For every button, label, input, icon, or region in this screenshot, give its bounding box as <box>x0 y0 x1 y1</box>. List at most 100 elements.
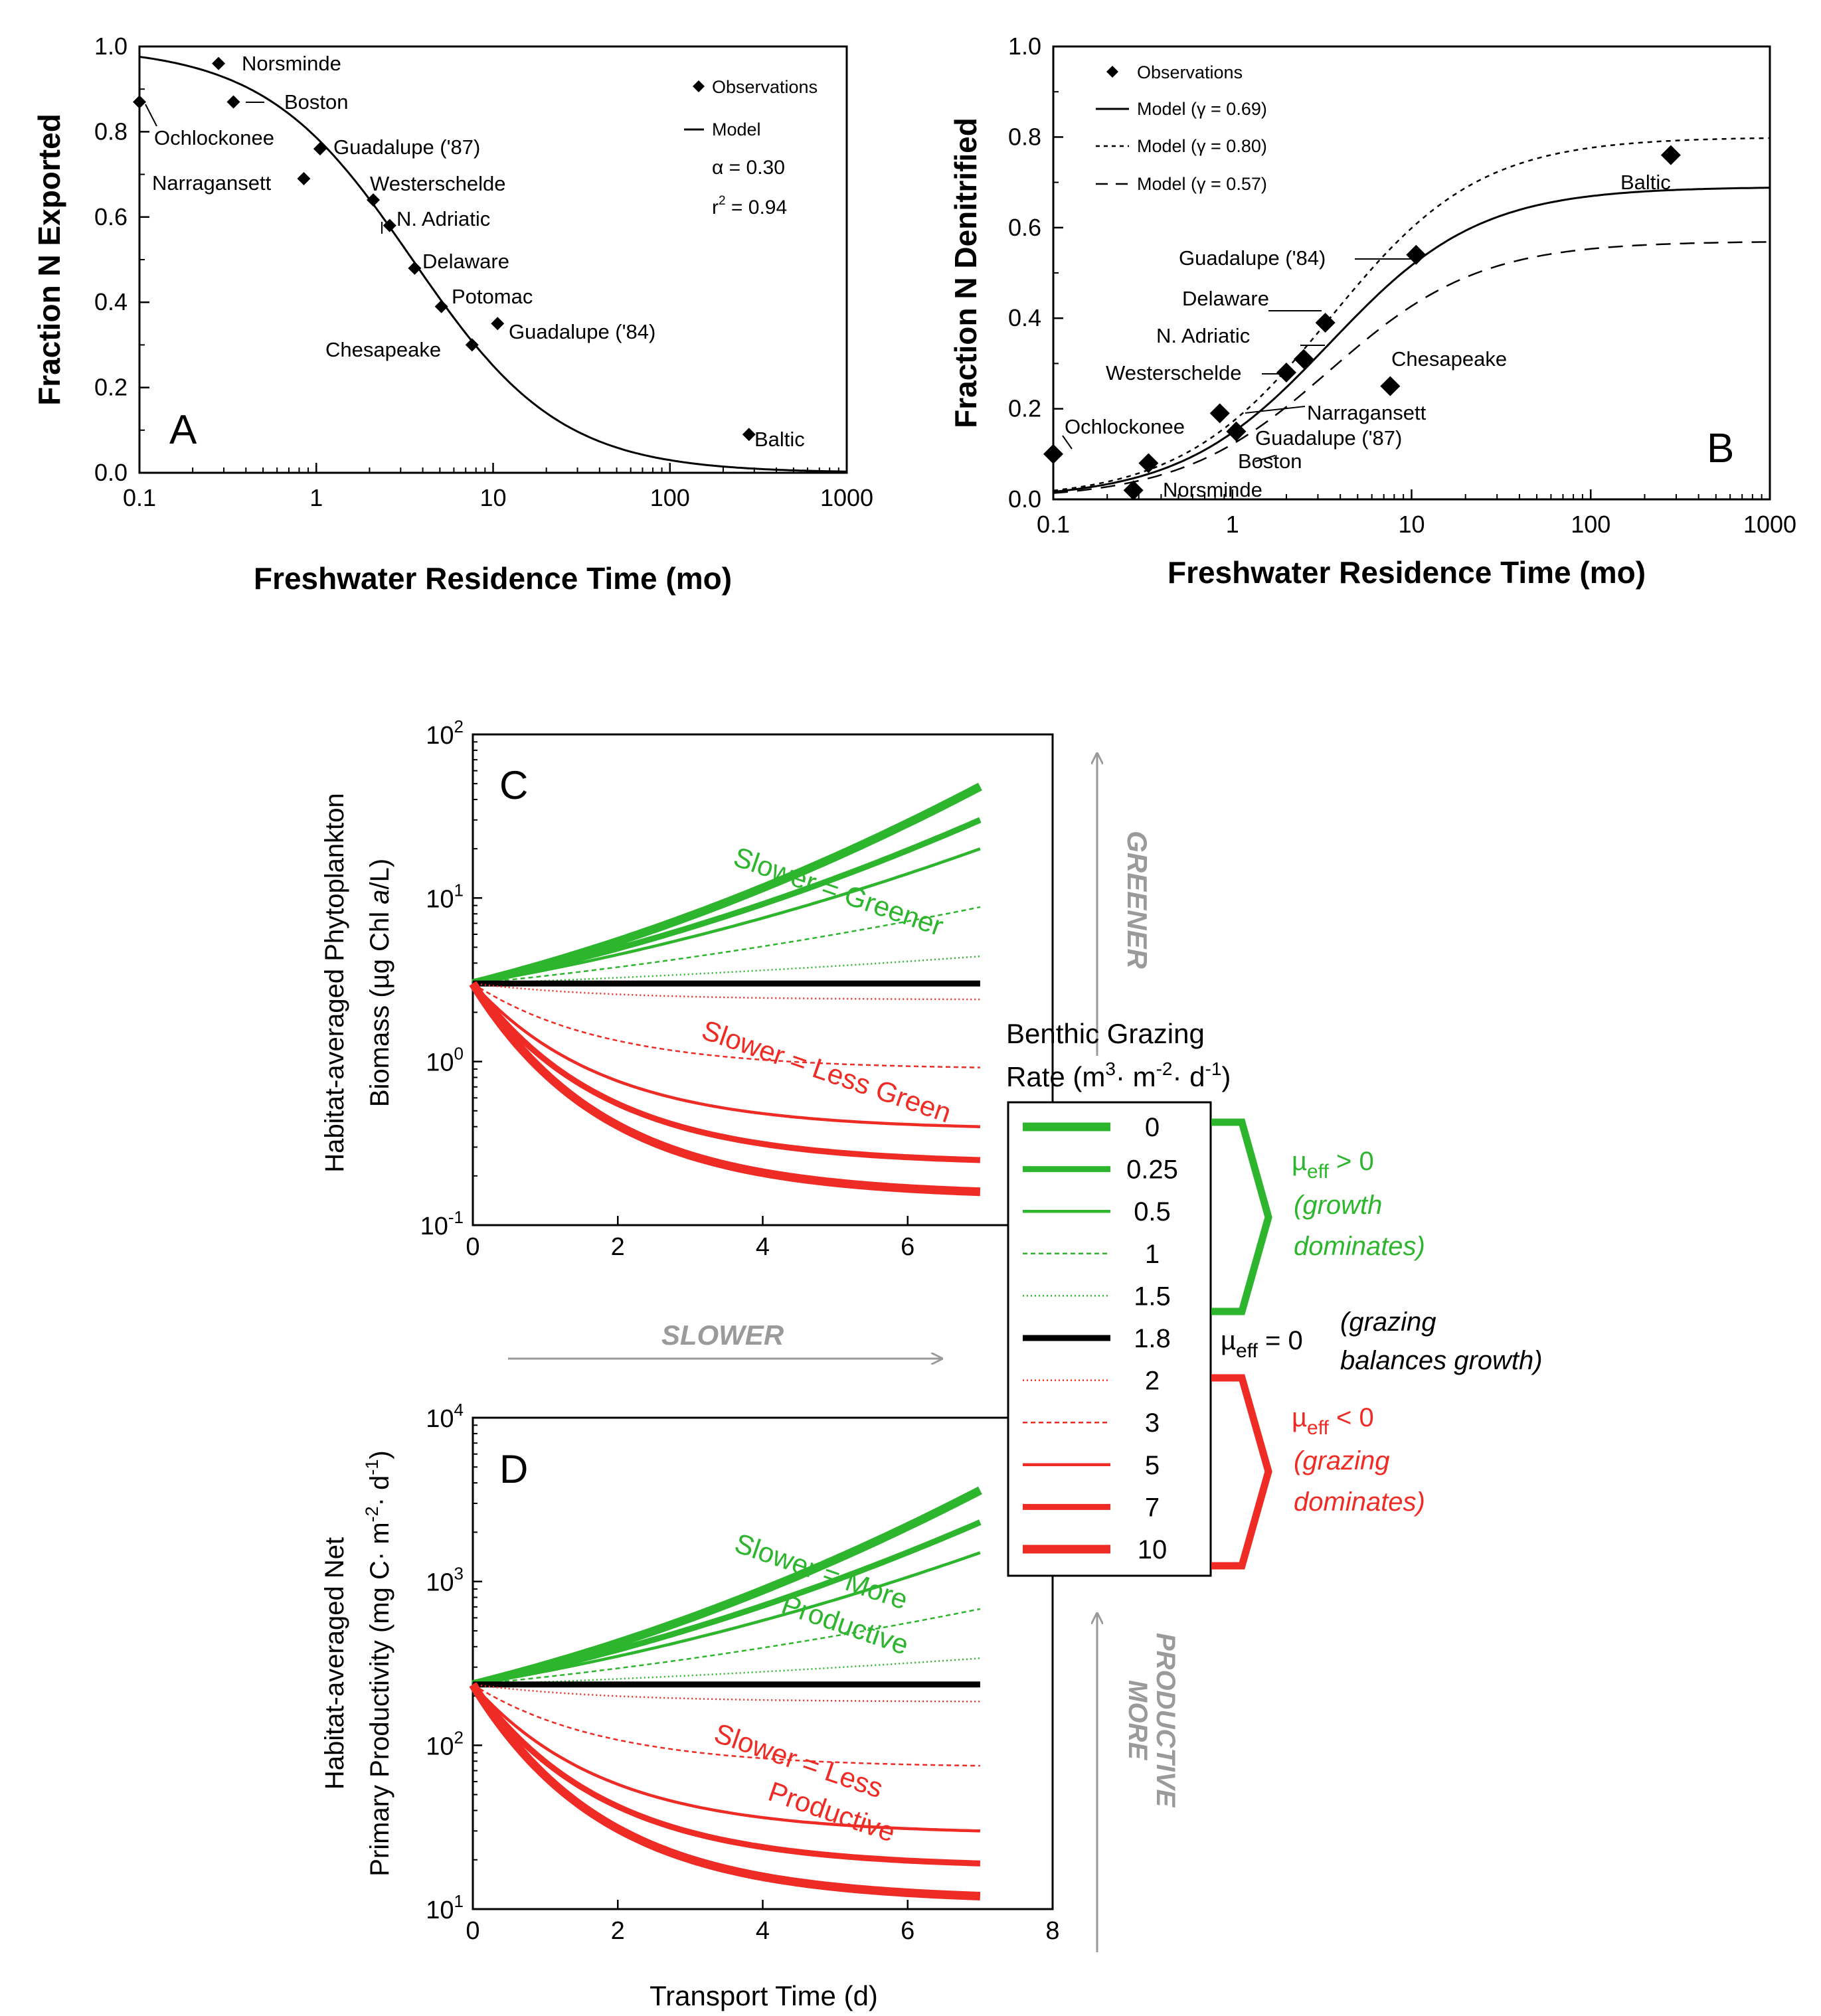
a-point <box>408 261 422 275</box>
slower-label: SLOWER <box>661 1319 784 1351</box>
a-ytick-label: 0.0 <box>94 459 128 486</box>
legend-label-1: 1 <box>1145 1240 1160 1269</box>
c-ytick-label: 10-1 <box>420 1207 464 1240</box>
c-series-0.25 <box>472 817 982 987</box>
b-label-westerschelde: Westerschelde <box>1106 361 1241 384</box>
a-xtick-label: 1000 <box>820 484 873 511</box>
a-ytick-label: 0.2 <box>94 374 128 401</box>
a-ytick-label: 0.8 <box>94 118 128 145</box>
d-series-10 <box>469 1682 981 1900</box>
panel-b-model-0.80 <box>1053 137 1771 492</box>
b-point <box>1406 244 1427 265</box>
a-legend-model: Model <box>712 120 761 139</box>
a-label-boston: Boston <box>284 90 349 114</box>
grazing-legend: Benthic Grazing Rate (m3· m-2· d-1) 0 0.2… <box>1006 1018 1231 1577</box>
c-xtick-label: 6 <box>901 1233 914 1261</box>
mu-negative-line2: (grazing <box>1294 1446 1390 1475</box>
green-bracket <box>1211 1118 1272 1315</box>
panel-c-label: C <box>499 763 528 807</box>
panel-c-ylabel-line2: Biomass (µg Chl a/L) <box>365 859 394 1107</box>
panel-d-ylabel-line1: Habitat-averaged Net <box>320 1537 349 1790</box>
c-series-1.5 <box>472 955 980 985</box>
a-label-guadalupe87: Guadalupe ('87) <box>333 135 480 159</box>
a-label-ochlockonee: Ochlockonee <box>154 126 274 149</box>
b-point <box>1226 421 1247 442</box>
panel-b-leaders <box>1062 258 1415 462</box>
d-series-7 <box>470 1683 980 1867</box>
mu-annotations: µeff > 0 (growth dominates) µeff = 0 (gr… <box>1211 1118 1543 1570</box>
b-legend-observations: Observations <box>1137 62 1243 82</box>
panel-b-model-0.69 <box>1053 187 1771 493</box>
a-point <box>367 193 381 207</box>
a-point <box>226 95 240 109</box>
b-xtick-label: 0.1 <box>1037 511 1070 538</box>
c-series-0.5 <box>472 847 981 985</box>
b-label-guadalupe84: Guadalupe ('84) <box>1179 246 1326 270</box>
c-xtick-label: 2 <box>611 1233 625 1261</box>
b-point <box>1043 444 1063 464</box>
c-ytick-label: 100 <box>426 1044 464 1077</box>
b-ytick-label: 0.0 <box>1008 485 1041 513</box>
d-ytick-label: 102 <box>426 1727 464 1760</box>
panel-c-lines <box>469 782 982 1197</box>
a-point <box>313 142 327 156</box>
legend-label-3: 3 <box>1145 1408 1160 1438</box>
d-xtick-label: 2 <box>611 1917 625 1945</box>
panel-b-points <box>1043 145 1681 501</box>
b-label-guadalupe87: Guadalupe ('87) <box>1255 426 1402 450</box>
b-xtick-label: 100 <box>1571 511 1610 538</box>
panel-a-axes: 0.1 1 10 100 1000 0.0 0.2 0.4 0.6 0.8 1.0 <box>94 33 873 511</box>
panel-b-xlabel: Freshwater Residence Time (mo) <box>1168 555 1646 590</box>
c-xtick-label: 4 <box>756 1233 770 1261</box>
mu-positive: µeff > 0 <box>1292 1147 1374 1183</box>
panel-d-lines <box>469 1486 982 1900</box>
a-label-westerschelde: Westerschelde <box>370 172 505 195</box>
a-ytick-label: 0.6 <box>94 203 128 230</box>
b-label-baltic: Baltic <box>1620 171 1671 194</box>
legend-label-10: 10 <box>1138 1535 1168 1564</box>
d-ytick-label: 104 <box>426 1400 464 1433</box>
a-point <box>297 172 311 186</box>
a-label-baltic: Baltic <box>754 428 805 451</box>
d-series-3 <box>472 1683 980 1767</box>
panel-d-label: D <box>499 1447 528 1491</box>
b-point <box>1138 453 1159 473</box>
panel-a-model-curve <box>139 56 847 473</box>
panel-c-axes: 0 2 4 6 10-1 100 101 102 <box>420 716 915 1261</box>
mu-positive-line2: (growth <box>1294 1191 1382 1220</box>
legend-label-7: 7 <box>1145 1493 1160 1522</box>
b-label-norsminde: Norsminde <box>1163 478 1262 501</box>
d-xtick-label: 8 <box>1045 1917 1059 1945</box>
legend-label-0.5: 0.5 <box>1134 1197 1171 1226</box>
a-label-narragansett: Narragansett <box>152 171 272 195</box>
b-point <box>1123 480 1144 501</box>
b-legend-model-080: Model (γ = 0.80) <box>1137 136 1267 156</box>
a-label-delaware: Delaware <box>422 250 509 273</box>
b-point <box>1380 376 1401 396</box>
panel-b-model-0.57 <box>1053 241 1771 494</box>
red-bracket <box>1211 1374 1272 1570</box>
d-series-2 <box>472 1683 980 1703</box>
a-label-guadalupe84: Guadalupe ('84) <box>509 320 655 343</box>
c-ytick-label: 102 <box>426 716 464 750</box>
a-legend-marker <box>693 80 705 92</box>
a-point <box>434 299 448 313</box>
b-label-ochlockonee: Ochlockonee <box>1065 415 1185 438</box>
c-series-0 <box>472 782 982 988</box>
mu-negative: µeff < 0 <box>1292 1403 1374 1439</box>
panel-d-axes: 0 2 4 6 8 101 102 103 104 <box>426 1400 1059 1945</box>
b-point <box>1660 145 1681 165</box>
b-xtick-label: 10 <box>1398 511 1425 538</box>
d-series-1 <box>472 1608 981 1686</box>
panel-a-ylabel: Fraction N Exported <box>32 114 66 406</box>
panel-b-ylabel: Fraction N Denitrified <box>948 118 983 428</box>
b-legend-model-057: Model (γ = 0.57) <box>1137 174 1267 194</box>
b-label-delaware: Delaware <box>1182 287 1269 310</box>
panel-d-xlabel: Transport Time (d) <box>650 1980 878 2011</box>
b-legend-marker <box>1106 66 1118 78</box>
d-series-0 <box>472 1486 982 1689</box>
panel-a-leaders <box>145 102 383 234</box>
d-xtick-label: 0 <box>466 1917 479 1945</box>
a-legend-alpha: α = 0.30 <box>712 157 785 179</box>
